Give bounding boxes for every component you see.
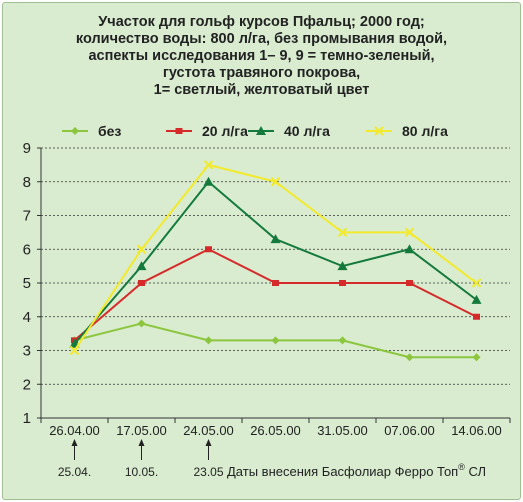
x-tick-label-3: 26.05.00 [250, 423, 301, 438]
title-line-2: количество воды: 800 л/га, без промывани… [75, 31, 448, 47]
legend-entry-4: 80 л/га [366, 123, 448, 139]
data-point-2-3 [205, 246, 212, 253]
x-tick-label-2: 24.05.00 [183, 423, 234, 438]
data-point-4-2 [136, 244, 147, 254]
x-tick-label-1: 17.05.00 [116, 423, 167, 438]
y-tick-label-2: 2 [23, 376, 31, 393]
legend-entry-3: 40 л/га [248, 123, 330, 139]
legend-label-3: 40 л/га [284, 123, 330, 139]
chart-title: Участок для гольф курсов Пфальц; 2000 го… [0, 14, 523, 99]
series-group [69, 160, 482, 362]
data-point-1-2 [137, 319, 146, 328]
series-4 [69, 160, 482, 356]
data-point-1-4 [271, 336, 280, 345]
data-point-2-6 [406, 280, 413, 286]
data-point-3-7 [471, 294, 482, 304]
y-tick-label-8: 8 [23, 174, 31, 191]
legend-entry-1: без [62, 123, 121, 139]
series-1 [70, 319, 481, 362]
series-line-4 [73, 163, 478, 352]
data-point-1-6 [405, 353, 414, 362]
grid [41, 147, 510, 385]
application-date-label-3: 23.05 [193, 465, 223, 479]
y-tick-label-1: 1 [23, 410, 31, 427]
data-point-3-4 [270, 234, 281, 244]
legend-marker-3 [256, 126, 266, 135]
x-tick-label-5: 07.06.00 [384, 423, 435, 438]
legend-marker-2 [175, 128, 183, 134]
x-tick-label-0: 26.04.00 [49, 423, 100, 438]
legend-label-2: 20 л/га [202, 123, 248, 139]
arrow-head-3 [205, 439, 212, 446]
data-point-3-3 [203, 176, 214, 186]
footer-mark: ® [458, 462, 465, 472]
series-3 [69, 176, 482, 348]
legend-label-4: 80 л/га [402, 123, 448, 139]
series-line-3 [73, 180, 478, 345]
arrow-head-2 [138, 439, 145, 446]
title-line-5: 1= светлый, желтоватый цвет [153, 82, 370, 98]
data-point-2-4 [272, 280, 279, 286]
data-point-4-7 [471, 278, 482, 288]
data-point-3-6 [404, 244, 415, 254]
y-tick-label-5: 5 [23, 275, 31, 292]
data-point-2-5 [339, 280, 346, 286]
legend: без 20 л/га 40 л/га 80 л/га [62, 123, 448, 139]
application-date-label-2: 10.05. [125, 465, 158, 479]
footer-label: Даты внесения Басфолиар Ферро Топ® СЛ [227, 462, 486, 479]
data-point-3-2 [136, 261, 147, 271]
legend-entry-2: 20 л/га [166, 123, 248, 139]
axes: 1 2 3 4 5 6 7 8 9 26.04.00 17.05.00 24.05.00 26.05.0… [23, 140, 511, 438]
y-tick-label-3: 3 [23, 343, 31, 360]
footer-suffix: СЛ [465, 464, 486, 479]
application-dates: 25.04. 10.05. 23.05 [58, 439, 224, 479]
legend-marker-1 [71, 127, 79, 135]
arrow-head-1 [71, 439, 78, 446]
y-tick-label-6: 6 [23, 241, 31, 258]
data-point-4-5 [337, 227, 348, 238]
data-point-3-5 [337, 261, 348, 271]
application-date-1: 25.04. [58, 439, 91, 479]
x-tick-label-4: 31.05.00 [317, 423, 368, 438]
data-point-1-5 [338, 336, 347, 345]
title-line-1: Участок для гольф курсов Пфальц; 2000 го… [98, 14, 425, 30]
title-line-3: аспекты исследования 1– 9, 9 = темно-зел… [88, 48, 435, 64]
data-point-4-1 [69, 345, 80, 356]
x-tick-label-6: 14.06.00 [451, 423, 502, 438]
y-tick-label-9: 9 [23, 140, 31, 157]
series-line-2 [73, 248, 477, 342]
data-point-2-7 [473, 313, 480, 320]
y-tick-label-4: 4 [23, 309, 31, 326]
application-date-label-1: 25.04. [58, 465, 91, 479]
series-2 [71, 246, 480, 344]
data-point-1-3 [204, 336, 213, 345]
application-date-3: 23.05 [193, 439, 224, 479]
data-point-2-2 [138, 280, 145, 286]
legend-marker-4 [374, 126, 384, 136]
legend-label-1: без [98, 123, 121, 139]
data-point-4-6 [404, 227, 415, 238]
data-point-4-4 [270, 177, 281, 187]
data-point-4-3 [203, 160, 214, 170]
data-point-1-7 [472, 353, 481, 362]
title-line-4: густота травяного покрова, [162, 65, 361, 81]
application-date-2: 10.05. [125, 439, 158, 479]
y-tick-label-7: 7 [23, 208, 31, 225]
footer-text: Даты внесения Басфолиар Ферро Топ [227, 464, 458, 479]
